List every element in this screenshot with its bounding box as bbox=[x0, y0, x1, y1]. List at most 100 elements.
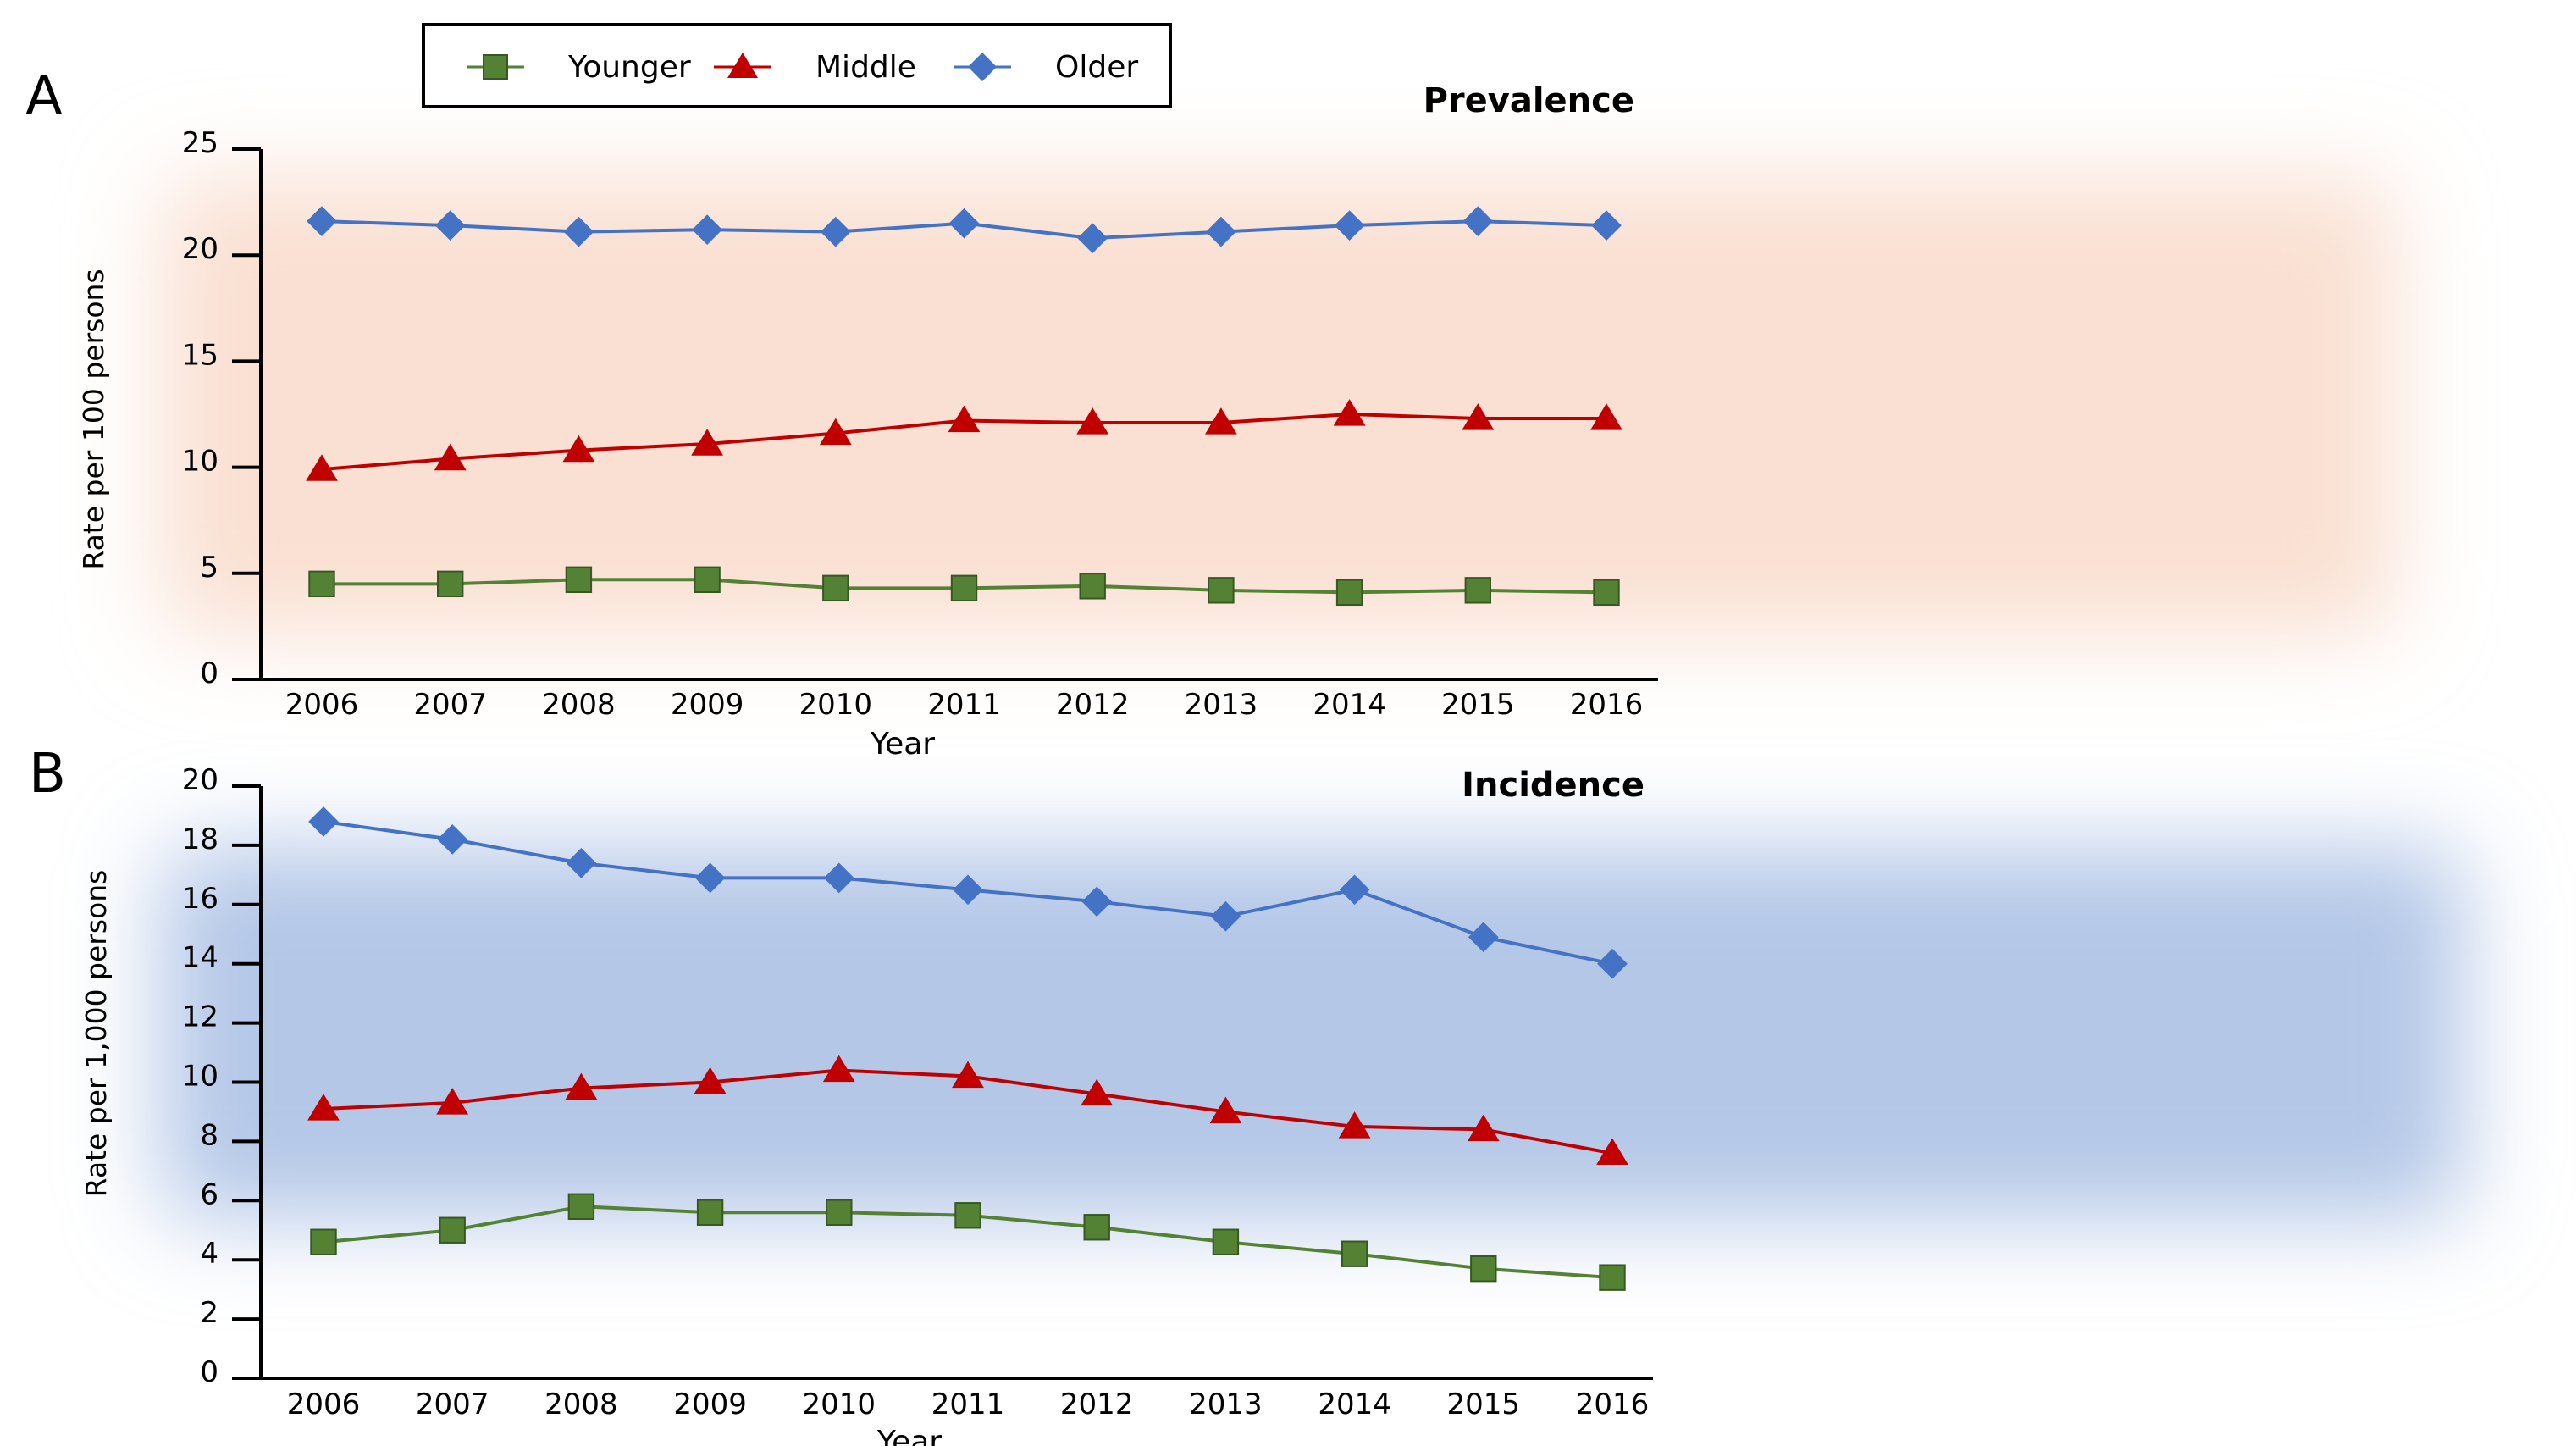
panel-a-title: Prevalence bbox=[1423, 81, 1634, 120]
data-point bbox=[310, 1228, 337, 1255]
series-middle bbox=[306, 399, 1622, 481]
panel-a-label: A bbox=[25, 65, 63, 128]
x-tick-label: 2011 bbox=[931, 1388, 1005, 1421]
data-point bbox=[1083, 1214, 1110, 1241]
panel-b-x-axis-label: Year bbox=[876, 1425, 942, 1446]
data-point bbox=[1081, 886, 1113, 917]
x-tick-label: 2015 bbox=[1447, 1388, 1521, 1421]
data-point bbox=[953, 874, 983, 906]
data-point bbox=[694, 566, 721, 594]
y-tick-label: 25 bbox=[182, 126, 218, 160]
y-tick-label: 16 bbox=[182, 882, 218, 916]
data-point bbox=[434, 210, 466, 241]
y-tick-label: 14 bbox=[182, 941, 218, 975]
data-point bbox=[437, 570, 464, 598]
series-younger bbox=[310, 1193, 1626, 1291]
data-point bbox=[1591, 210, 1622, 241]
data-point bbox=[1081, 1078, 1114, 1106]
legend-diamond-marker-icon bbox=[968, 53, 997, 81]
data-point bbox=[1208, 577, 1235, 604]
panel-a-y-axis-label: Rate per 100 persons bbox=[77, 269, 110, 569]
data-point bbox=[1599, 1264, 1626, 1291]
y-tick-label: 0 bbox=[200, 657, 218, 690]
y-tick-label: 0 bbox=[200, 1355, 218, 1389]
y-tick-label: 15 bbox=[182, 338, 218, 372]
x-tick-label: 2015 bbox=[1441, 688, 1515, 722]
x-tick-label: 2014 bbox=[1318, 1388, 1391, 1421]
data-point bbox=[1597, 948, 1628, 979]
legend-item-middle: Middle bbox=[714, 50, 916, 85]
y-tick-label: 12 bbox=[182, 1000, 218, 1034]
panel-b-label: B bbox=[29, 743, 66, 806]
x-tick-label: 2010 bbox=[799, 688, 873, 722]
x-tick-label: 2007 bbox=[416, 1388, 489, 1421]
data-point bbox=[1333, 399, 1366, 426]
data-point bbox=[691, 429, 723, 456]
legend-label: Younger bbox=[567, 50, 691, 85]
data-point bbox=[1205, 407, 1237, 435]
data-point bbox=[1462, 206, 1494, 236]
data-point bbox=[1464, 577, 1491, 604]
data-point bbox=[563, 216, 594, 247]
legend-item-older: Older bbox=[954, 50, 1138, 85]
data-point bbox=[1210, 900, 1241, 932]
data-point bbox=[1077, 223, 1108, 254]
data-point bbox=[1212, 1228, 1240, 1255]
data-point bbox=[306, 454, 338, 481]
legend: Younger Middle Older bbox=[422, 23, 1172, 108]
legend-triangle-marker-icon bbox=[727, 53, 758, 78]
y-tick-label: 8 bbox=[200, 1118, 218, 1152]
data-point bbox=[948, 208, 980, 239]
data-point bbox=[1334, 210, 1365, 241]
data-point bbox=[822, 574, 849, 602]
legend-box bbox=[422, 23, 1172, 108]
data-point bbox=[565, 1072, 598, 1100]
panel-b: B Incidence 0 2 4 6 8 10 12 14 16 18 20 2006 2007 200… bbox=[29, 743, 1653, 1446]
x-tick-label: 2009 bbox=[673, 1388, 747, 1421]
legend-label: Middle bbox=[815, 50, 916, 85]
data-point bbox=[1209, 1096, 1242, 1124]
data-point bbox=[307, 206, 337, 236]
data-point bbox=[820, 216, 851, 247]
legend-label: Older bbox=[1055, 50, 1138, 85]
data-point bbox=[1341, 1240, 1368, 1267]
x-tick-label: 2013 bbox=[1185, 688, 1258, 722]
data-point bbox=[434, 443, 467, 471]
data-point bbox=[950, 574, 978, 602]
data-point bbox=[307, 1094, 340, 1121]
data-point bbox=[1468, 922, 1499, 953]
x-tick-label: 2012 bbox=[1056, 688, 1130, 722]
data-point bbox=[1470, 1255, 1497, 1283]
data-point bbox=[1076, 407, 1109, 435]
y-tick-label: 5 bbox=[200, 551, 218, 584]
data-point bbox=[1462, 403, 1495, 430]
legend-square-marker-icon bbox=[483, 54, 508, 80]
data-point bbox=[1596, 1138, 1628, 1166]
panel-b-glow bbox=[161, 847, 2464, 1220]
data-point bbox=[565, 566, 593, 594]
data-point bbox=[823, 862, 854, 894]
data-point bbox=[948, 405, 981, 433]
x-tick-label: 2010 bbox=[803, 1388, 876, 1421]
data-point bbox=[1339, 874, 1370, 906]
x-tick-label: 2013 bbox=[1189, 1388, 1263, 1421]
x-tick-label: 2016 bbox=[1576, 1388, 1650, 1421]
y-tick-label: 18 bbox=[182, 823, 218, 856]
panel-b-title: Incidence bbox=[1462, 766, 1645, 805]
data-point bbox=[694, 1066, 727, 1094]
panel-a: A Prevalence 0 5 10 15 20 25 2006 2007 2008 2009 2… bbox=[25, 65, 1658, 762]
data-point bbox=[436, 1088, 469, 1115]
data-point bbox=[694, 862, 726, 894]
data-point bbox=[1079, 573, 1106, 600]
data-point bbox=[819, 418, 852, 446]
x-tick-label: 2007 bbox=[413, 688, 487, 722]
series-middle bbox=[307, 1055, 1628, 1166]
data-point bbox=[954, 1202, 981, 1229]
data-point bbox=[1335, 579, 1363, 607]
data-point bbox=[439, 1216, 466, 1244]
data-point bbox=[692, 214, 722, 246]
x-tick-label: 2008 bbox=[542, 688, 616, 722]
x-tick-label: 2011 bbox=[927, 688, 1001, 722]
y-tick-label: 2 bbox=[200, 1296, 218, 1330]
